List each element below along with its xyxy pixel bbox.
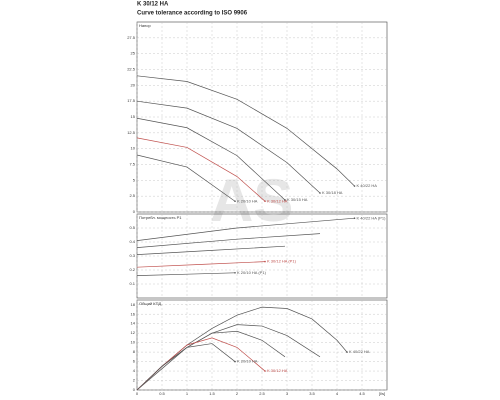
series-line — [136, 272, 236, 276]
panel-label: Напор — [139, 23, 152, 28]
y-tick-label: 12 — [131, 330, 136, 335]
y-tick-label: 22.5 — [127, 67, 136, 72]
y-tick-label: 10 — [131, 146, 136, 151]
y-tick-label: 4 — [133, 368, 136, 373]
series-label: K 30/15 HA — [287, 197, 308, 202]
y-tick-label: 2 — [133, 378, 136, 383]
series-line — [136, 330, 286, 391]
x-tick-label: 1.5 — [209, 391, 215, 396]
y-tick-label: 0.1 — [129, 281, 135, 286]
series-end-marker — [234, 360, 236, 363]
y-tick-label: 7.5 — [129, 162, 135, 167]
series-end-marker — [353, 217, 356, 219]
series-label: K 20/10 HA (P1) — [237, 270, 267, 275]
y-tick-label: 0.2 — [129, 267, 135, 272]
x-axis-label: [l/s] — [379, 391, 385, 396]
y-tick-label: 20 — [131, 82, 136, 87]
y-tick-label: 0 — [133, 209, 136, 214]
y-tick-label: 27.5 — [127, 35, 136, 40]
series-end-marker — [234, 200, 236, 203]
y-tick-label: 12.5 — [127, 130, 136, 135]
series-line — [136, 261, 266, 268]
y-tick-label: 6 — [133, 359, 136, 364]
x-tick-label: 3.5 — [309, 391, 315, 396]
y-tick-label: 0.4 — [129, 239, 135, 244]
series-label: K 30/12 HA (P1) — [267, 259, 297, 264]
y-tick-label: 5 — [133, 177, 136, 182]
series-line — [136, 233, 321, 248]
series-label: K 30/12 HA — [267, 368, 288, 373]
y-tick-label: 15 — [131, 114, 136, 119]
series-line — [136, 306, 348, 391]
y-tick-label: 14 — [131, 321, 136, 326]
series-label: K 30/12 HA — [267, 198, 288, 203]
x-tick-label: 4.5 — [359, 391, 365, 396]
series-label: K 20/10 HA — [237, 198, 258, 203]
x-tick-label: 2 — [236, 391, 239, 396]
x-tick-label: 2.5 — [259, 391, 265, 396]
y-tick-label: 25 — [131, 51, 136, 56]
y-tick-label: 16 — [131, 311, 136, 316]
series-line — [136, 137, 266, 202]
series-line — [136, 343, 236, 391]
series-line — [136, 217, 355, 241]
x-tick-label: 1 — [186, 391, 189, 396]
y-tick-label: 0.5 — [129, 225, 135, 230]
y-tick-label: 10 — [131, 340, 136, 345]
series-label: K 30/18 HA — [322, 190, 343, 195]
y-tick-label: 8 — [133, 349, 136, 354]
series-end-marker — [346, 351, 348, 353]
y-tick-label: 0.3 — [129, 253, 135, 258]
series-end-marker — [319, 192, 321, 194]
watermark: AS — [210, 167, 293, 234]
y-tick-label: 18 — [131, 302, 136, 307]
series-end-marker — [264, 200, 266, 203]
series-label: K 20/10 HA — [237, 359, 258, 364]
y-tick-label: 2.5 — [129, 193, 135, 198]
series-label: K 40/22 HA — [349, 349, 370, 354]
y-tick-label: 0 — [133, 387, 136, 392]
panel-label: Потребл. мощность P1 — [139, 215, 182, 220]
chart-subtitle: Curve tolerance according to ISO 9906 — [137, 11, 248, 17]
series-end-marker — [284, 199, 286, 201]
x-tick-label: 0 — [136, 391, 139, 396]
series-label: K 40/22 HA (P1) — [357, 215, 387, 220]
y-tick-label: 17.5 — [127, 98, 136, 103]
series-line — [136, 337, 266, 391]
x-tick-label: 3 — [286, 391, 289, 396]
series-line — [136, 100, 321, 194]
panel-label: Общий КПД — [139, 301, 161, 306]
series-line — [136, 117, 286, 201]
x-tick-label: 0.5 — [159, 391, 165, 396]
series-line — [136, 154, 236, 202]
chart-title: K 30/12 HA — [137, 2, 169, 8]
series-end-marker — [234, 272, 236, 274]
series-label: K 40/22 HA — [357, 183, 378, 188]
series-line — [136, 324, 321, 391]
series-end-marker — [353, 185, 356, 187]
x-tick-label: 4 — [336, 391, 339, 396]
series-line — [136, 75, 355, 187]
series-end-marker — [264, 370, 266, 372]
series-end-marker — [264, 260, 266, 263]
series-line — [136, 245, 286, 255]
